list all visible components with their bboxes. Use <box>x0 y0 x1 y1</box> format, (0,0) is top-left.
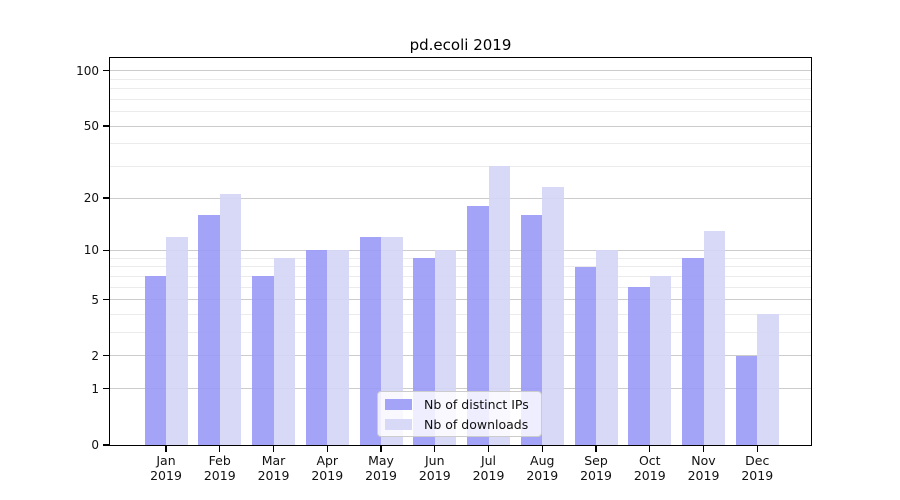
y-tick <box>103 355 109 357</box>
bar-ips-aug <box>520 215 543 445</box>
chart-title: pd.ecoli 2019 <box>409 36 512 54</box>
minor-gridline <box>110 266 811 268</box>
bar-ips-jan <box>144 276 166 445</box>
bar-ips-may <box>359 236 381 445</box>
x-tick <box>272 446 275 452</box>
minor-gridline <box>110 257 811 259</box>
bar-ips-apr <box>305 250 328 445</box>
legend-patch-distinct-ips <box>385 398 412 410</box>
x-tick-label: Mar 2019 <box>257 453 290 483</box>
x-tick-label: Oct 2019 <box>633 453 666 483</box>
x-tick <box>756 446 758 452</box>
y-tick <box>103 388 109 390</box>
bar-downloads-nov <box>703 230 725 445</box>
bar-ips-sep <box>574 266 596 445</box>
x-tick <box>434 446 436 452</box>
y-tick-label: 1 <box>91 381 99 396</box>
bar-ips-dec <box>735 355 758 445</box>
major-gridline <box>110 197 811 199</box>
y-tick <box>103 125 109 127</box>
y-tick-label: 0 <box>91 438 99 452</box>
y-tick <box>103 70 109 72</box>
legend-patch-downloads <box>385 418 412 430</box>
bar-downloads-mar <box>273 258 295 445</box>
major-gridline <box>110 388 811 390</box>
x-tick <box>595 446 597 452</box>
y-tick-label: 10 <box>83 243 99 258</box>
minor-gridline <box>110 78 811 80</box>
bar-ips-nov <box>682 258 704 445</box>
x-tick-label: Apr 2019 <box>311 453 344 483</box>
x-tick <box>219 446 221 452</box>
bar-ips-feb <box>198 215 220 445</box>
x-tick <box>541 446 543 452</box>
bar-ips-mar <box>252 276 274 445</box>
x-tick <box>380 446 382 452</box>
y-tick <box>103 444 109 446</box>
major-gridline <box>110 70 811 72</box>
legend-label-downloads: Nb of downloads <box>424 416 529 432</box>
x-tick-label: Jun 2019 <box>418 453 451 483</box>
bar-downloads-aug <box>542 187 564 445</box>
x-tick <box>326 446 328 452</box>
major-gridline <box>110 249 811 251</box>
bar-downloads-sep <box>596 250 618 445</box>
minor-gridline <box>110 332 811 334</box>
minor-gridline <box>110 143 811 145</box>
bar-downloads-oct <box>649 276 672 445</box>
x-tick-label: Jan 2019 <box>150 453 182 483</box>
y-tick-label: 5 <box>91 292 99 307</box>
bar-downloads-dec <box>757 314 779 445</box>
bar-ips-oct <box>628 287 650 445</box>
bar-ips-jul <box>467 206 489 445</box>
minor-gridline <box>110 286 811 288</box>
minor-gridline <box>110 111 811 113</box>
y-tick-label: 50 <box>83 119 99 134</box>
major-gridline <box>110 299 811 301</box>
bar-downloads-jan <box>166 236 188 445</box>
y-tick-label: 100 <box>76 63 99 78</box>
major-gridline <box>110 125 811 127</box>
x-tick <box>487 446 490 452</box>
bar-downloads-feb <box>219 194 242 445</box>
bar-downloads-jul <box>488 166 510 445</box>
x-tick-label: May 2019 <box>365 453 397 483</box>
y-tick <box>103 197 109 199</box>
x-tick-label: Aug 2019 <box>526 453 559 483</box>
y-tick-label: 2 <box>91 348 99 363</box>
x-tick-label: Jul 2019 <box>472 453 505 483</box>
minor-gridline <box>110 313 811 315</box>
y-tick <box>103 299 109 301</box>
minor-gridline <box>110 165 811 167</box>
minor-gridline <box>110 88 811 90</box>
x-tick-label: Sep 2019 <box>580 453 612 483</box>
x-tick <box>702 446 705 452</box>
x-tick-label: Feb 2019 <box>203 453 236 483</box>
x-tick <box>165 446 167 452</box>
y-tick-label: 20 <box>83 191 99 206</box>
major-gridline <box>110 355 811 357</box>
legend: Nb of distinct IPs Nb of downloads <box>377 391 542 437</box>
legend-entry-downloads: Nb of downloads <box>385 417 534 432</box>
y-tick <box>103 249 109 252</box>
x-tick-label: Nov 2019 <box>687 453 720 483</box>
bar-downloads-apr <box>327 250 349 445</box>
legend-label-distinct-ips: Nb of distinct IPs <box>424 396 529 412</box>
x-tick-label: Dec 2019 <box>741 453 774 483</box>
plot-area: Nb of distinct IPs Nb of downloads 0 1 2 5 1… <box>76 57 812 483</box>
minor-gridline <box>110 98 811 100</box>
x-tick <box>649 446 651 452</box>
minor-gridline <box>110 275 811 277</box>
legend-entry-distinct-ips: Nb of distinct IPs <box>385 397 534 412</box>
